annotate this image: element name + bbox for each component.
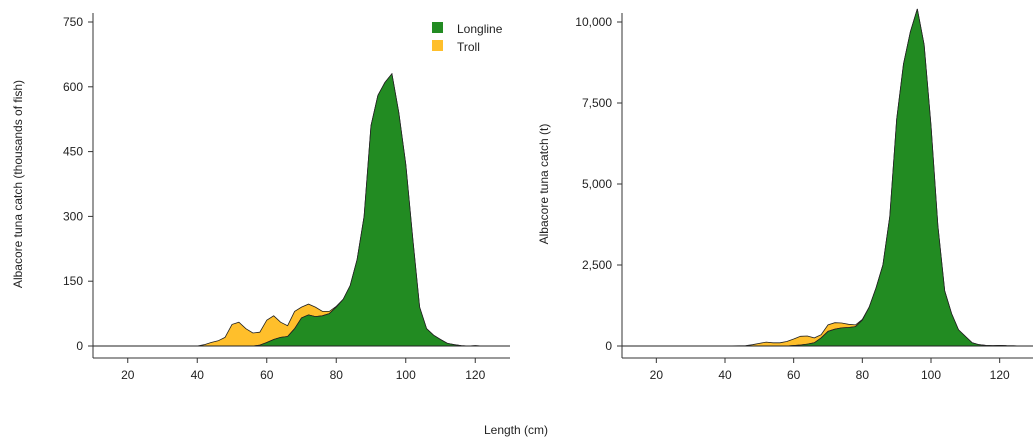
legend-swatch-longline <box>432 22 443 33</box>
area-troll-right <box>622 8 1033 347</box>
y-tick-label-right: 2,500 <box>582 258 612 272</box>
legend-label-troll: Troll <box>457 40 480 54</box>
y-tick-label-right: 0 <box>605 339 612 353</box>
area-series-right <box>622 8 1033 347</box>
x-tick-label-left: 20 <box>121 368 135 382</box>
y-tick-label-left: 300 <box>63 209 83 223</box>
chart-left: Albacore tuna catch (thousands of fish) … <box>11 13 510 382</box>
area-troll-left <box>93 72 510 347</box>
area-series-left <box>93 72 510 347</box>
y-tick-label-left: 0 <box>76 339 83 353</box>
x-tick-label-right: 80 <box>856 368 870 382</box>
legend-label-longline: Longline <box>457 22 503 36</box>
chart-right: Albacore tuna catch (t) 0 2,500 5,000 7,500… <box>537 8 1033 382</box>
y-tick-label-right: 5,000 <box>582 177 612 191</box>
x-tick-label-left: 100 <box>396 368 416 382</box>
y-axis-left: 0 150 300 450 600 750 <box>63 13 94 358</box>
x-axis-left: 20 40 60 80 100 120 <box>93 357 510 382</box>
legend: Longline Troll <box>432 22 503 54</box>
y-axis-label-left: Albacore tuna catch (thousands of fish) <box>11 80 25 288</box>
y-tick-label-right: 7,500 <box>582 96 612 110</box>
x-tick-label-right: 100 <box>921 368 941 382</box>
y-tick-label-right: 10,000 <box>575 15 612 29</box>
shared-x-axis-label: Length (cm) <box>484 423 548 437</box>
y-tick-label-left: 150 <box>63 274 83 288</box>
area-longline-left <box>93 72 510 347</box>
x-tick-label-left: 120 <box>465 368 485 382</box>
x-tick-label-left: 40 <box>191 368 205 382</box>
y-axis-label-right: Albacore tuna catch (t) <box>537 124 551 245</box>
y-axis-right: 0 2,500 5,000 7,500 10,000 <box>575 13 623 358</box>
x-axis-right: 20 40 60 80 100 120 <box>622 357 1033 382</box>
area-longline-right <box>622 8 1033 347</box>
x-tick-label-right: 120 <box>990 368 1010 382</box>
legend-swatch-troll <box>432 40 443 51</box>
x-tick-label-left: 60 <box>260 368 274 382</box>
y-tick-label-left: 450 <box>63 145 83 159</box>
y-tick-label-left: 600 <box>63 80 83 94</box>
x-tick-label-right: 20 <box>650 368 664 382</box>
y-tick-label-left: 750 <box>63 15 83 29</box>
x-tick-label-left: 80 <box>330 368 344 382</box>
x-tick-label-right: 60 <box>787 368 801 382</box>
x-tick-label-right: 40 <box>718 368 732 382</box>
